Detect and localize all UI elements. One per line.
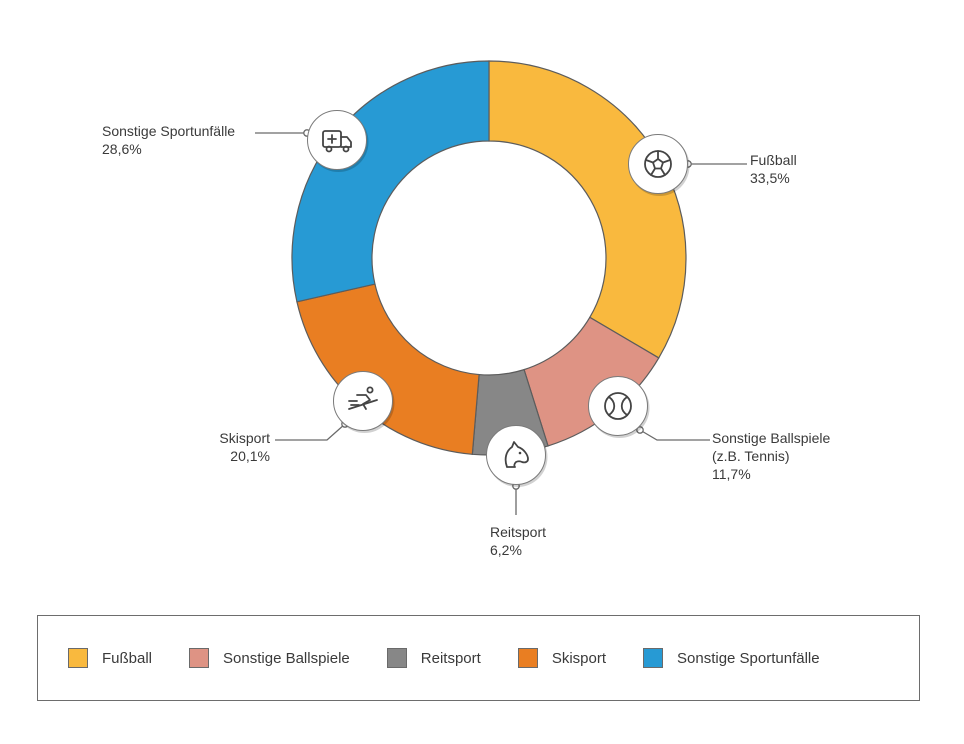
legend-label-sonstige: Sonstige Sportunfälle — [677, 649, 820, 667]
legend-item-fussball: Fußball — [68, 648, 152, 668]
label-sonstige-value: 28,6% — [102, 141, 142, 157]
label-reitsport: Reitsport 6,2% — [490, 523, 546, 559]
slice-fussball — [488, 60, 687, 359]
legend-swatch-fussball — [68, 648, 88, 668]
legend-item-sonstige: Sonstige Sportunfälle — [643, 648, 820, 668]
legend: Fußball Sonstige Ballspiele Reitsport Sk… — [37, 615, 920, 701]
legend-swatch-ballspiele — [189, 648, 210, 668]
label-ballspiele-name: Sonstige Ballspiele — [712, 430, 831, 446]
icon-bubble-fussball — [628, 134, 688, 194]
legend-swatch-sonstige — [643, 648, 663, 668]
label-ballspiele: Sonstige Ballspiele (z.B. Tennis) 11,7% — [712, 429, 830, 483]
legend-label-skisport: Skisport — [551, 649, 606, 667]
icon-bubble-sonstige — [307, 110, 367, 170]
slice-sonstige — [291, 60, 490, 303]
label-reitsport-name: Reitsport — [490, 524, 547, 540]
label-skisport-value: 20,1% — [230, 448, 270, 464]
label-fussball: Fußball 33,5% — [750, 151, 797, 187]
leader-dot-ballspiele — [636, 426, 644, 434]
legend-item-skisport: Skisport — [517, 648, 606, 668]
label-sonstige-name: Sonstige Sportunfälle — [102, 123, 236, 139]
legend-swatch-skisport — [517, 648, 538, 668]
leader-line-ballspiele — [639, 429, 710, 441]
label-ballspiele-value: 11,7% — [712, 466, 751, 482]
tennis-ball-icon — [604, 392, 632, 420]
label-skisport-name: Skisport — [219, 430, 270, 446]
horse-head-icon — [504, 441, 529, 468]
legend-item-ballspiele: Sonstige Ballspiele — [189, 648, 350, 668]
icon-bubble-skisport — [333, 371, 393, 431]
soccer-ball-icon — [644, 150, 672, 178]
legend-label-fussball: Fußball — [102, 649, 153, 667]
label-ballspiele-name-line2: (z.B. Tennis) — [712, 448, 790, 464]
icon-bubble-reitsport — [486, 425, 546, 485]
icon-bubble-ballspiele — [588, 376, 648, 436]
legend-swatch-reitsport — [386, 648, 407, 668]
legend-label-ballspiele: Sonstige Ballspiele — [223, 649, 350, 667]
label-fussball-value: 33,5% — [750, 170, 790, 186]
label-sonstige: Sonstige Sportunfälle 28,6% — [102, 122, 235, 158]
legend-label-reitsport: Reitsport — [420, 649, 481, 667]
label-reitsport-value: 6,2% — [490, 542, 522, 558]
skier-icon — [348, 386, 378, 410]
ambulance-icon — [322, 130, 352, 153]
slice-skisport — [296, 283, 480, 455]
donut-chart — [255, 60, 747, 515]
leader-line-skisport — [275, 423, 346, 441]
label-fussball-name: Fußball — [750, 152, 797, 168]
label-skisport: Skisport 20,1% — [170, 429, 270, 465]
legend-item-reitsport: Reitsport — [386, 648, 481, 668]
